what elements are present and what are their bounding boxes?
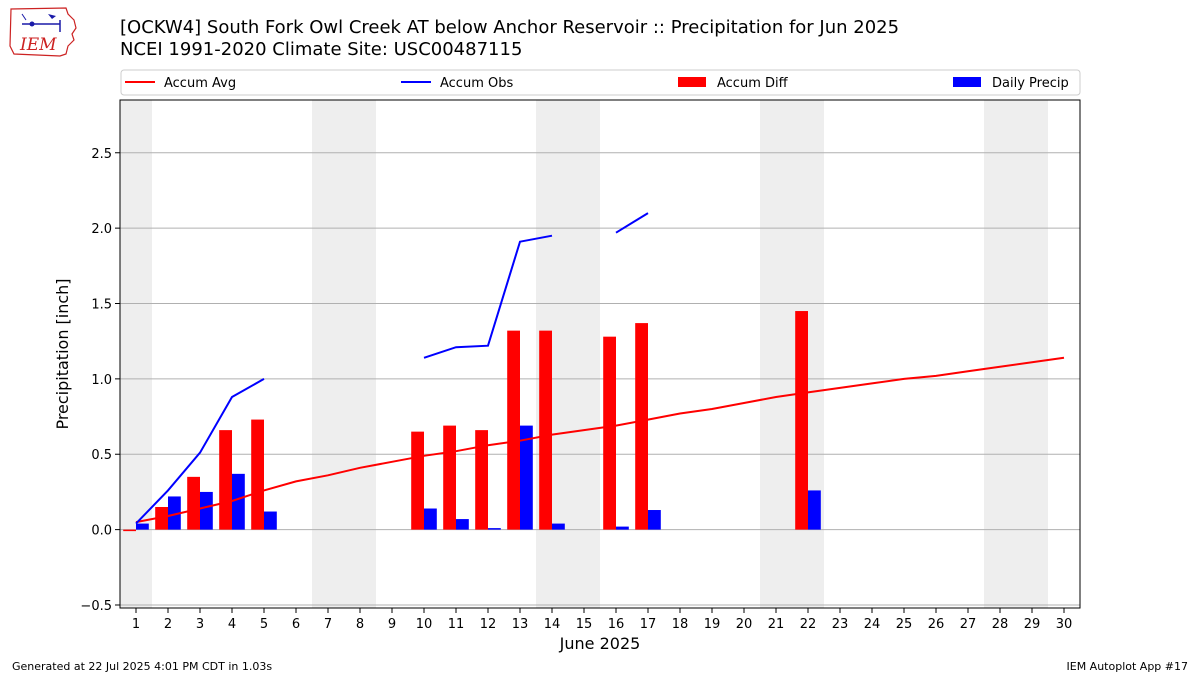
accum-obs-line — [615, 212, 649, 234]
x-tick-label: 24 — [864, 617, 881, 632]
x-axis-ticks: 1 2 3 4 5 6 7 8 9 10 11 12 13 14 15 16 17 18 19 20 21 22 23 24 2… — [132, 608, 1072, 632]
accum-obs-line — [423, 234, 553, 359]
x-tick-label: 19 — [704, 617, 721, 632]
daily-precip-bar — [168, 496, 181, 530]
x-tick-label: 1 — [132, 617, 140, 632]
daily-precip-bar — [616, 526, 629, 530]
x-tick-label: 25 — [896, 617, 913, 632]
x-tick-label: 10 — [416, 617, 433, 632]
lines — [135, 212, 1065, 525]
x-tick-label: 26 — [928, 617, 945, 632]
legend-label: Accum Diff — [717, 76, 789, 91]
daily-precip-bar — [808, 490, 821, 530]
legend-swatch — [953, 77, 981, 87]
accum-diff-bar — [123, 529, 136, 532]
daily-precip-bar — [200, 491, 213, 530]
accum-diff-bar — [443, 425, 456, 530]
x-tick-label: 30 — [1056, 617, 1073, 632]
legend-swatch — [678, 77, 706, 87]
x-tick-label: 11 — [448, 617, 465, 632]
x-tick-label: 6 — [292, 617, 300, 632]
x-axis-label: June 2025 — [559, 634, 641, 653]
x-tick-label: 3 — [196, 617, 204, 632]
daily-precip-bar — [488, 528, 501, 530]
daily-precip-bar — [520, 425, 533, 530]
daily-precip-bar — [648, 510, 661, 530]
y-tick-label: 1.5 — [91, 298, 112, 313]
x-tick-label: 8 — [356, 617, 364, 632]
accum-diff-bar — [475, 430, 488, 530]
chart-title: [OCKW4] South Fork Owl Creek AT below An… — [120, 17, 900, 38]
x-tick-label: 18 — [672, 617, 689, 632]
x-tick-label: 13 — [512, 617, 529, 632]
y-tick-label: 1.0 — [91, 373, 112, 388]
y-tick-label: 2.0 — [91, 222, 112, 237]
x-tick-label: 2 — [164, 617, 172, 632]
daily-precip-bar — [424, 508, 437, 530]
x-tick-label: 28 — [992, 617, 1009, 632]
weekend-band-8 — [344, 100, 376, 608]
accum-diff-bar — [155, 507, 168, 530]
x-tick-label: 4 — [228, 617, 236, 632]
x-tick-label: 7 — [324, 617, 332, 632]
accum-diff-bar — [539, 330, 552, 530]
x-tick-label: 27 — [960, 617, 977, 632]
legend: Accum Avg Accum Obs Accum Diff Daily Precip — [120, 69, 1081, 96]
y-axis-label: Precipitation [inch] — [53, 278, 72, 429]
x-tick-label: 29 — [1024, 617, 1041, 632]
plot-area-frame — [119, 99, 1081, 609]
y-tick-label: 0.0 — [91, 524, 112, 539]
x-tick-label: 12 — [480, 617, 497, 632]
legend-label: Daily Precip — [992, 76, 1069, 91]
weekend-band-7 — [312, 100, 344, 608]
weekend-band-29 — [1016, 100, 1048, 608]
weekend-band-15 — [568, 100, 600, 608]
accum-diff-bar — [187, 476, 200, 530]
legend-label: Accum Obs — [440, 76, 513, 91]
x-tick-label: 17 — [640, 617, 657, 632]
y-tick-label: −0.5 — [80, 599, 112, 614]
daily-precip-bar — [456, 519, 469, 530]
y-axis-ticks: −0.5 0.0 0.5 1.0 1.5 2.0 2.5 — [80, 147, 120, 614]
y-tick-label: 0.5 — [91, 448, 112, 463]
legend-label: Accum Avg — [164, 76, 236, 91]
accum-diff-bar — [795, 311, 808, 530]
weekend-band-21 — [760, 100, 792, 608]
accum-diff-bar — [219, 430, 232, 530]
bars — [123, 311, 821, 532]
x-tick-label: 20 — [736, 617, 753, 632]
iowa-state-outline-icon — [9, 7, 77, 57]
accum-diff-bar — [411, 431, 424, 530]
y-tick-label: 2.5 — [91, 147, 112, 162]
x-tick-label: 16 — [608, 617, 625, 632]
accum-diff-bar — [603, 336, 616, 530]
y-gridlines — [120, 152, 1080, 606]
logo-text: IEM — [19, 35, 57, 55]
accum-avg-line — [135, 356, 1065, 524]
x-tick-label: 15 — [576, 617, 593, 632]
app-label: IEM Autoplot App #17 — [1066, 660, 1189, 673]
x-tick-label: 23 — [832, 617, 849, 632]
daily-precip-bar — [552, 523, 565, 530]
accum-obs-line — [135, 378, 265, 525]
x-tick-label: 9 — [388, 617, 396, 632]
accum-diff-bar — [635, 323, 648, 530]
daily-precip-bar — [136, 523, 149, 530]
x-tick-label: 21 — [768, 617, 785, 632]
weekend-band-1 — [120, 100, 152, 608]
accum-diff-bar — [507, 330, 520, 530]
daily-precip-bar — [264, 511, 277, 530]
weekend-band-28 — [984, 100, 1016, 608]
accum-diff-bar — [251, 419, 264, 530]
weekend-shading — [120, 100, 1048, 608]
generated-timestamp: Generated at 22 Jul 2025 4:01 PM CDT in … — [12, 660, 273, 673]
x-tick-label: 14 — [544, 617, 561, 632]
iem-logo: IEM — [8, 6, 80, 58]
x-tick-label: 5 — [260, 617, 268, 632]
chart-subtitle: NCEI 1991-2020 Climate Site: USC00487115 — [120, 39, 523, 60]
daily-precip-bar — [232, 473, 245, 530]
x-tick-label: 22 — [800, 617, 817, 632]
